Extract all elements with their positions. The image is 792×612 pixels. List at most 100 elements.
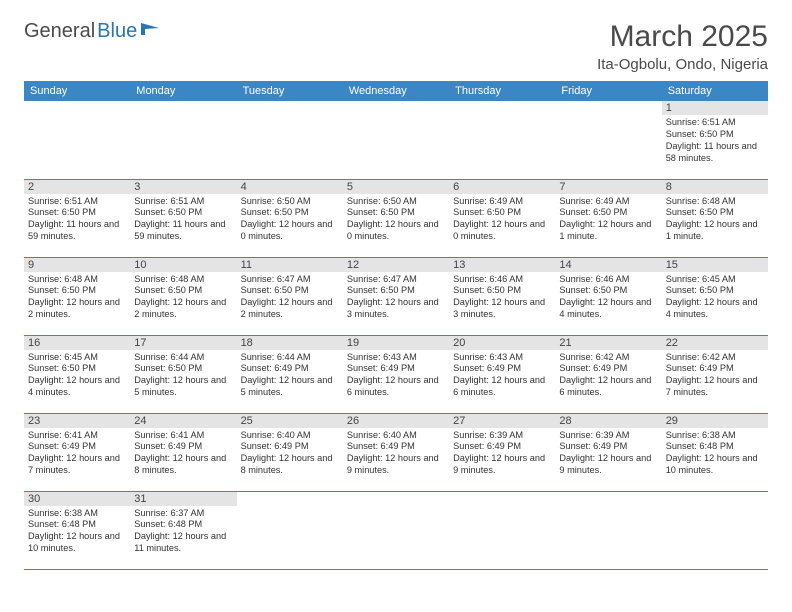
day-number: 31 [130,492,236,506]
calendar-cell [449,101,555,179]
day-number: 6 [449,180,555,194]
weekday-header: Tuesday [237,81,343,101]
day-details: Sunrise: 6:51 AMSunset: 6:50 PMDaylight:… [662,115,768,167]
calendar-cell: 25Sunrise: 6:40 AMSunset: 6:49 PMDayligh… [237,413,343,491]
calendar-cell [662,491,768,569]
day-number: 30 [24,492,130,506]
day-number: 10 [130,258,236,272]
header: GeneralBlue March 2025 Ita-Ogbolu, Ondo,… [24,20,768,73]
weekday-header: Saturday [662,81,768,101]
calendar-cell: 22Sunrise: 6:42 AMSunset: 6:49 PMDayligh… [662,335,768,413]
calendar-cell [343,491,449,569]
calendar-cell: 28Sunrise: 6:39 AMSunset: 6:49 PMDayligh… [555,413,661,491]
calendar-cell: 27Sunrise: 6:39 AMSunset: 6:49 PMDayligh… [449,413,555,491]
weekday-header: Thursday [449,81,555,101]
calendar-cell: 17Sunrise: 6:44 AMSunset: 6:50 PMDayligh… [130,335,236,413]
calendar-cell: 12Sunrise: 6:47 AMSunset: 6:50 PMDayligh… [343,257,449,335]
calendar-cell: 3Sunrise: 6:51 AMSunset: 6:50 PMDaylight… [130,179,236,257]
weekday-header: Wednesday [343,81,449,101]
day-details: Sunrise: 6:41 AMSunset: 6:49 PMDaylight:… [24,428,130,480]
day-number: 22 [662,336,768,350]
calendar-cell [555,101,661,179]
calendar-cell: 2Sunrise: 6:51 AMSunset: 6:50 PMDaylight… [24,179,130,257]
day-number: 23 [24,414,130,428]
calendar-week: 16Sunrise: 6:45 AMSunset: 6:50 PMDayligh… [24,335,768,413]
calendar-cell: 30Sunrise: 6:38 AMSunset: 6:48 PMDayligh… [24,491,130,569]
day-details: Sunrise: 6:50 AMSunset: 6:50 PMDaylight:… [343,194,449,246]
day-number: 24 [130,414,236,428]
calendar-cell [343,101,449,179]
calendar-week: 30Sunrise: 6:38 AMSunset: 6:48 PMDayligh… [24,491,768,569]
calendar-cell: 9Sunrise: 6:48 AMSunset: 6:50 PMDaylight… [24,257,130,335]
logo: GeneralBlue [24,20,163,43]
day-details: Sunrise: 6:42 AMSunset: 6:49 PMDaylight:… [662,350,768,402]
day-details: Sunrise: 6:45 AMSunset: 6:50 PMDaylight:… [662,272,768,324]
calendar-cell: 20Sunrise: 6:43 AMSunset: 6:49 PMDayligh… [449,335,555,413]
day-number: 19 [343,336,449,350]
calendar-cell: 26Sunrise: 6:40 AMSunset: 6:49 PMDayligh… [343,413,449,491]
day-number: 25 [237,414,343,428]
day-details: Sunrise: 6:42 AMSunset: 6:49 PMDaylight:… [555,350,661,402]
month-title: March 2025 [597,20,768,54]
day-number: 1 [662,101,768,115]
day-details: Sunrise: 6:43 AMSunset: 6:49 PMDaylight:… [343,350,449,402]
calendar-cell: 1Sunrise: 6:51 AMSunset: 6:50 PMDaylight… [662,101,768,179]
title-block: March 2025 Ita-Ogbolu, Ondo, Nigeria [597,20,768,73]
calendar-week: 2Sunrise: 6:51 AMSunset: 6:50 PMDaylight… [24,179,768,257]
calendar-week: 23Sunrise: 6:41 AMSunset: 6:49 PMDayligh… [24,413,768,491]
day-number: 11 [237,258,343,272]
day-details: Sunrise: 6:51 AMSunset: 6:50 PMDaylight:… [24,194,130,246]
calendar-cell: 7Sunrise: 6:49 AMSunset: 6:50 PMDaylight… [555,179,661,257]
day-details: Sunrise: 6:46 AMSunset: 6:50 PMDaylight:… [449,272,555,324]
day-details: Sunrise: 6:45 AMSunset: 6:50 PMDaylight:… [24,350,130,402]
day-number: 7 [555,180,661,194]
day-number: 17 [130,336,236,350]
day-number: 8 [662,180,768,194]
calendar-cell [24,101,130,179]
calendar-week: 9Sunrise: 6:48 AMSunset: 6:50 PMDaylight… [24,257,768,335]
day-details: Sunrise: 6:48 AMSunset: 6:50 PMDaylight:… [24,272,130,324]
calendar-cell: 11Sunrise: 6:47 AMSunset: 6:50 PMDayligh… [237,257,343,335]
day-number: 28 [555,414,661,428]
calendar-head: SundayMondayTuesdayWednesdayThursdayFrid… [24,81,768,101]
day-details: Sunrise: 6:46 AMSunset: 6:50 PMDaylight:… [555,272,661,324]
day-details: Sunrise: 6:44 AMSunset: 6:49 PMDaylight:… [237,350,343,402]
calendar-cell: 24Sunrise: 6:41 AMSunset: 6:49 PMDayligh… [130,413,236,491]
day-details: Sunrise: 6:48 AMSunset: 6:50 PMDaylight:… [130,272,236,324]
day-number: 26 [343,414,449,428]
calendar-cell: 6Sunrise: 6:49 AMSunset: 6:50 PMDaylight… [449,179,555,257]
day-number: 29 [662,414,768,428]
day-details: Sunrise: 6:39 AMSunset: 6:49 PMDaylight:… [449,428,555,480]
day-details: Sunrise: 6:38 AMSunset: 6:48 PMDaylight:… [24,506,130,558]
calendar-cell: 23Sunrise: 6:41 AMSunset: 6:49 PMDayligh… [24,413,130,491]
weekday-header: Monday [130,81,236,101]
calendar-cell [555,491,661,569]
day-details: Sunrise: 6:37 AMSunset: 6:48 PMDaylight:… [130,506,236,558]
calendar-cell [237,491,343,569]
day-details: Sunrise: 6:47 AMSunset: 6:50 PMDaylight:… [343,272,449,324]
day-details: Sunrise: 6:38 AMSunset: 6:48 PMDaylight:… [662,428,768,480]
calendar-cell: 10Sunrise: 6:48 AMSunset: 6:50 PMDayligh… [130,257,236,335]
day-number: 20 [449,336,555,350]
logo-text-2: Blue [97,20,137,43]
day-details: Sunrise: 6:47 AMSunset: 6:50 PMDaylight:… [237,272,343,324]
day-number: 12 [343,258,449,272]
calendar-cell: 13Sunrise: 6:46 AMSunset: 6:50 PMDayligh… [449,257,555,335]
day-number: 3 [130,180,236,194]
calendar-cell: 21Sunrise: 6:42 AMSunset: 6:49 PMDayligh… [555,335,661,413]
day-details: Sunrise: 6:48 AMSunset: 6:50 PMDaylight:… [662,194,768,246]
day-number: 16 [24,336,130,350]
weekday-header: Friday [555,81,661,101]
weekday-header: Sunday [24,81,130,101]
day-number: 4 [237,180,343,194]
day-details: Sunrise: 6:44 AMSunset: 6:50 PMDaylight:… [130,350,236,402]
day-details: Sunrise: 6:41 AMSunset: 6:49 PMDaylight:… [130,428,236,480]
logo-flag-icon [141,21,163,37]
day-number: 21 [555,336,661,350]
day-details: Sunrise: 6:49 AMSunset: 6:50 PMDaylight:… [555,194,661,246]
day-details: Sunrise: 6:51 AMSunset: 6:50 PMDaylight:… [130,194,236,246]
day-number: 13 [449,258,555,272]
calendar-cell: 16Sunrise: 6:45 AMSunset: 6:50 PMDayligh… [24,335,130,413]
location: Ita-Ogbolu, Ondo, Nigeria [597,56,768,73]
weekday-row: SundayMondayTuesdayWednesdayThursdayFrid… [24,81,768,101]
